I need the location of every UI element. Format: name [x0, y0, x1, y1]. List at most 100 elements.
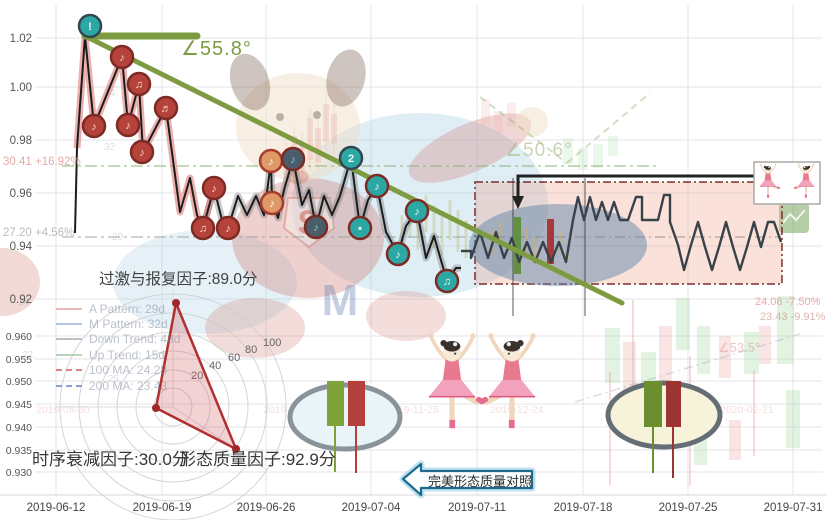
- mascot-watermark-blob: [205, 298, 305, 358]
- projected-zigzag-line: [461, 193, 783, 272]
- pivot-marker[interactable]: [338, 145, 364, 171]
- text-label: 40: [209, 360, 221, 372]
- mascot-watermark-blob: [229, 53, 271, 111]
- text-label: 25: [108, 374, 120, 385]
- legend-item: M Pattern: 32d: [56, 316, 180, 331]
- pivot-marker[interactable]: [81, 113, 107, 139]
- watermark-candle: [777, 296, 794, 364]
- text-label: ♪: [414, 206, 420, 218]
- watermark-candle: [563, 138, 573, 164]
- perfect-arrow-shape[interactable]: [401, 462, 534, 497]
- mascot-eye: [276, 113, 284, 121]
- text-label: 2020-02-21: [720, 404, 774, 416]
- watermark-candle: [507, 103, 516, 127]
- pivot-marker[interactable]: [215, 215, 241, 241]
- pivot-marker[interactable]: [434, 268, 460, 294]
- watermark-trend-dash: [566, 92, 651, 164]
- watermark-candle: [323, 104, 329, 142]
- pattern-candle: [666, 381, 681, 427]
- pattern-candle: [327, 381, 344, 426]
- pivot-marker[interactable]: [303, 214, 329, 240]
- mascot-watermark-blob: [516, 107, 548, 137]
- annotation-arrow-head: [512, 196, 524, 209]
- watermark-candle: [578, 148, 588, 170]
- legend-item-label: 100 MA: 24.28: [89, 363, 168, 378]
- mascot-watermark-blob: [0, 248, 40, 316]
- text-label: 2019-12-24: [490, 404, 544, 416]
- pivot-marker[interactable]: [109, 44, 135, 70]
- legend-line-swatch: [56, 323, 82, 326]
- watermark-candle: [759, 326, 771, 364]
- radar-vertex-dot: [232, 445, 240, 453]
- text-label: 0.930: [6, 467, 32, 479]
- pivot-marker[interactable]: [126, 71, 152, 97]
- text-label: ♫: [135, 79, 143, 91]
- text-label: 2019-06-19: [133, 502, 192, 514]
- text-label: ♪: [269, 198, 275, 210]
- mascot-watermark-blob: [113, 230, 297, 334]
- text-label: ♫: [199, 223, 207, 235]
- annotation-arrow-line: [516, 174, 754, 198]
- text-label: 1.02: [10, 33, 32, 45]
- text-label: ♪: [119, 52, 125, 64]
- text-label: 2019-07-04: [342, 502, 401, 514]
- legend-item-label: Up Trend: 15d: [89, 347, 166, 362]
- legend-line-swatch: [56, 353, 82, 356]
- pivot-marker[interactable]: [280, 146, 306, 172]
- watermark-candle: [331, 114, 337, 144]
- pivot-marker[interactable]: [77, 13, 103, 39]
- watermark-candle: [719, 336, 731, 378]
- text-label: ♪: [268, 156, 274, 168]
- text-label: ♪: [211, 183, 217, 195]
- text-label: 0.92: [10, 294, 32, 306]
- text-label: ♬: [161, 103, 172, 115]
- pattern-candle: [348, 381, 365, 426]
- watermark-candle: [676, 298, 690, 350]
- text-label: ♪: [290, 154, 296, 166]
- text-label: 0.940: [6, 422, 32, 434]
- text-label: ♫: [443, 276, 451, 288]
- pivot-marker[interactable]: [347, 215, 373, 241]
- watermark-candle: [729, 420, 741, 460]
- text-label: 20: [112, 232, 124, 243]
- text-label: ♪: [125, 120, 131, 132]
- pivot-marker[interactable]: [385, 241, 411, 267]
- pivot-marker[interactable]: [153, 95, 179, 121]
- text-label: 20: [191, 370, 203, 382]
- text-label: 0.950: [6, 376, 32, 388]
- pivot-marker[interactable]: [364, 173, 390, 199]
- pivot-marker[interactable]: [190, 215, 216, 241]
- text-label: 2019-08-30: [36, 404, 90, 416]
- radar-vertex-dot: [152, 404, 160, 412]
- pivot-marker[interactable]: [129, 139, 155, 165]
- watermark-badge-glyph: [782, 209, 806, 224]
- mascot-watermark-blob: [326, 49, 366, 107]
- text-label: 24: [18, 297, 30, 308]
- text-label: 60: [228, 352, 240, 364]
- watermark-candle: [605, 328, 620, 383]
- text-label: 2019-06-12: [27, 502, 86, 514]
- text-label: 0.94: [10, 241, 33, 253]
- text-label: 2019-07-25: [659, 502, 718, 514]
- pivot-marker[interactable]: [201, 175, 227, 201]
- text-label: ♪: [374, 181, 380, 193]
- legend-item: 100 MA: 24.28: [56, 363, 180, 378]
- text-label: ♪: [139, 147, 145, 159]
- radar-spoke: [172, 406, 268, 471]
- text-label: 2019-07-11: [448, 502, 506, 514]
- indicator-legend: A Pattern: 29d M Pattern: 32d Down Trend: …: [56, 301, 180, 393]
- legend-line-swatch: [56, 384, 82, 387]
- watermark-candle: [307, 118, 313, 160]
- text-label: 22: [22, 350, 34, 361]
- text-label: 80: [245, 344, 257, 356]
- text-label: ♪: [313, 222, 319, 234]
- text-label: 2019-06-26: [237, 502, 296, 514]
- pivot-marker[interactable]: [115, 112, 141, 138]
- watermark-candle: [315, 128, 321, 162]
- watermark-candle: [744, 332, 759, 374]
- pivot-marker[interactable]: [404, 198, 430, 224]
- legend-item: A Pattern: 29d: [56, 301, 180, 316]
- pivot-marker[interactable]: [259, 190, 285, 216]
